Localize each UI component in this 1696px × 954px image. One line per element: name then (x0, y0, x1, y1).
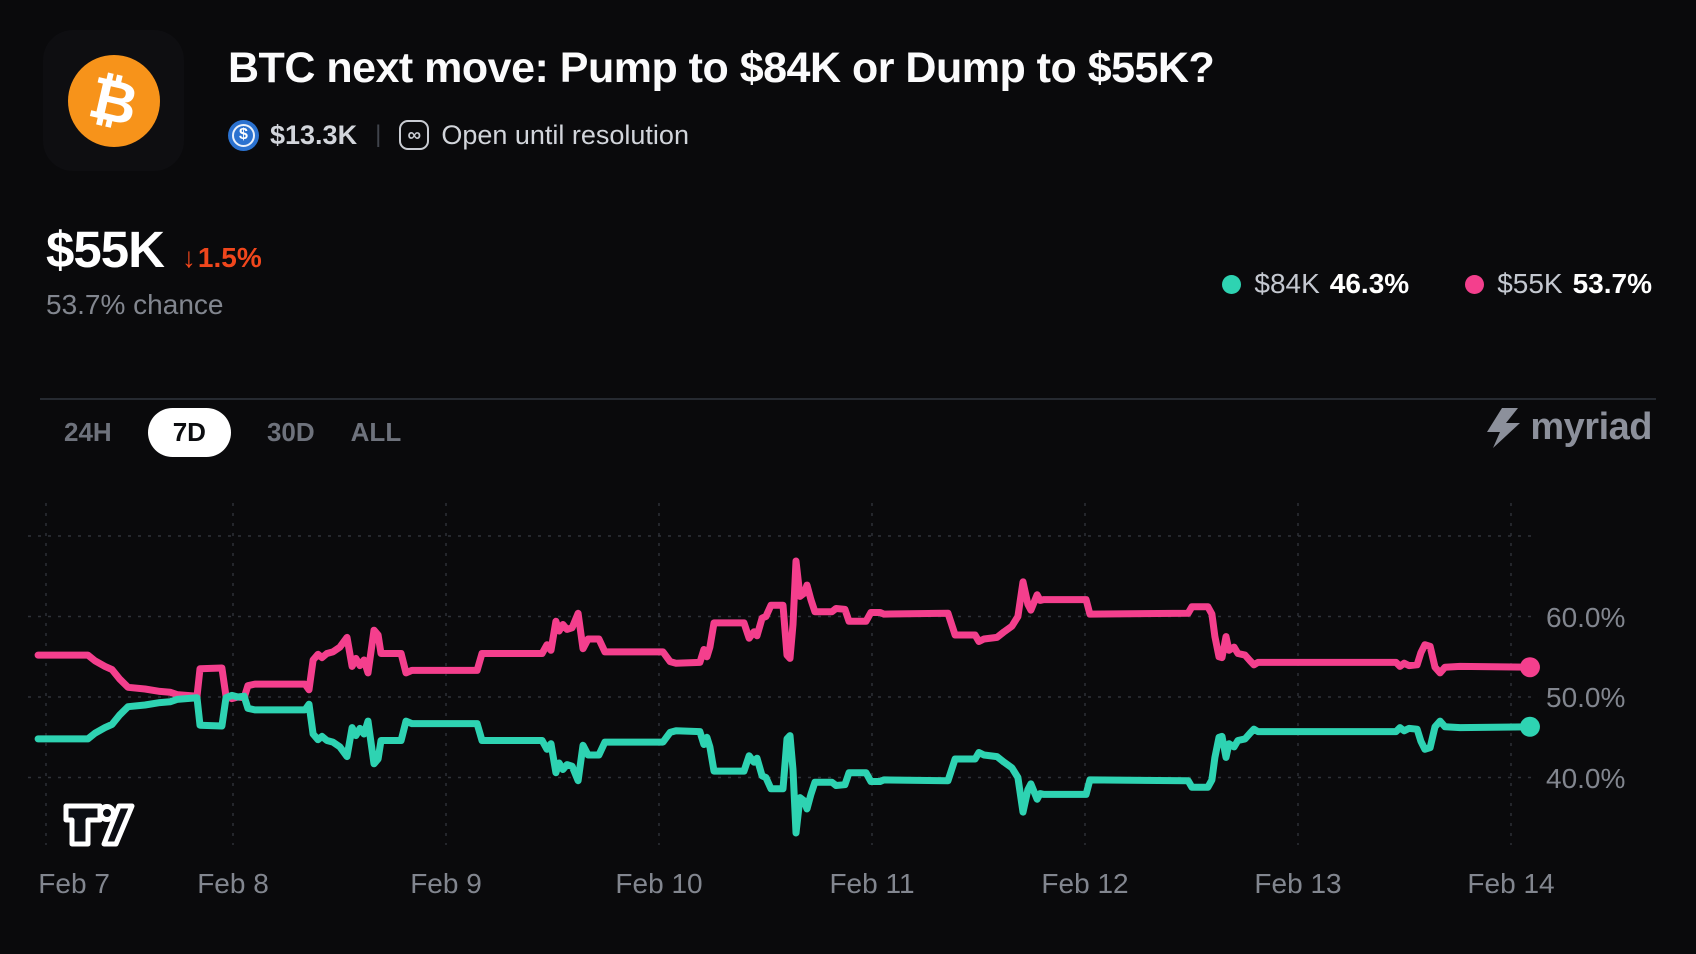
down-arrow-icon: ↓ (181, 242, 196, 273)
series-line-55k (34, 557, 1534, 703)
series-line-84k (34, 691, 1534, 837)
y-axis-label: 40.0% (1546, 762, 1626, 794)
series-endpoint-84k (1519, 716, 1540, 737)
series-endpoint-55k (1519, 657, 1540, 678)
x-axis-label: Feb 12 (1041, 868, 1129, 899)
tradingview-logo[interactable] (58, 796, 138, 854)
y-axis-label: 50.0% (1546, 682, 1626, 713)
myriad-logo: myriad (1481, 406, 1652, 449)
legend-item-84k: $84K 46.3% (1222, 268, 1409, 300)
tab-all[interactable]: ALL (350, 417, 402, 447)
usdc-ring (232, 123, 255, 147)
myriad-bolt-icon (1487, 407, 1521, 448)
x-axis-label: Feb 9 (410, 868, 482, 899)
legend-dot-pink (1465, 274, 1485, 294)
x-axis-label: Feb 11 (829, 868, 915, 899)
tab-24h[interactable]: 24H (64, 417, 112, 447)
resolution-link-icon: ∞ (399, 120, 430, 150)
legend-label: $84K (1254, 268, 1320, 299)
outcome-change-value: 1.5% (197, 242, 262, 273)
market-icon-tile: ₿ (43, 30, 184, 171)
legend-item-55k: $55K 53.7% (1465, 268, 1652, 300)
outcome-change: ↓1.5% (182, 242, 262, 274)
myriad-wordmark: myriad (1530, 406, 1652, 448)
legend-dot-teal (1222, 274, 1242, 294)
chart-legend: $84K 46.3% $55K 53.7% (1222, 268, 1652, 300)
market-status: Open until resolution (441, 119, 689, 150)
x-axis-label: Feb 14 (1467, 868, 1555, 899)
y-axis-label: 60.0% (1546, 601, 1626, 633)
x-axis-label: Feb 10 (615, 868, 703, 899)
usdc-coin-icon: $ (228, 119, 259, 151)
meta-divider: | (375, 121, 382, 148)
outcome-chance: 53.7% chance (46, 289, 224, 320)
section-divider (40, 398, 1656, 400)
market-volume: $13.3K (270, 119, 358, 150)
x-axis-label: Feb 8 (197, 868, 269, 899)
bitcoin-icon: ₿ (67, 54, 160, 147)
market-title: BTC next move: Pump to $84K or Dump to $… (228, 44, 1215, 92)
legend-value: 46.3% (1329, 268, 1410, 299)
legend-label: $55K (1497, 268, 1563, 299)
outcome-label: $55K (46, 221, 165, 278)
selected-outcome-summary: $55K ↓1.5% 53.7% chance (46, 220, 262, 321)
bitcoin-glyph: ₿ (82, 62, 145, 139)
market-meta-row: $ $13.3K | ∞ Open until resolution (228, 117, 689, 153)
tab-7d[interactable]: 7D (147, 408, 231, 457)
x-axis-label: Feb 7 (38, 868, 110, 899)
x-axis-label: Feb 13 (1254, 868, 1342, 899)
tab-30d[interactable]: 30D (266, 417, 315, 447)
timeframe-tabs: 24H 7D 30D ALL (64, 408, 401, 457)
legend-value: 53.7% (1572, 268, 1652, 299)
